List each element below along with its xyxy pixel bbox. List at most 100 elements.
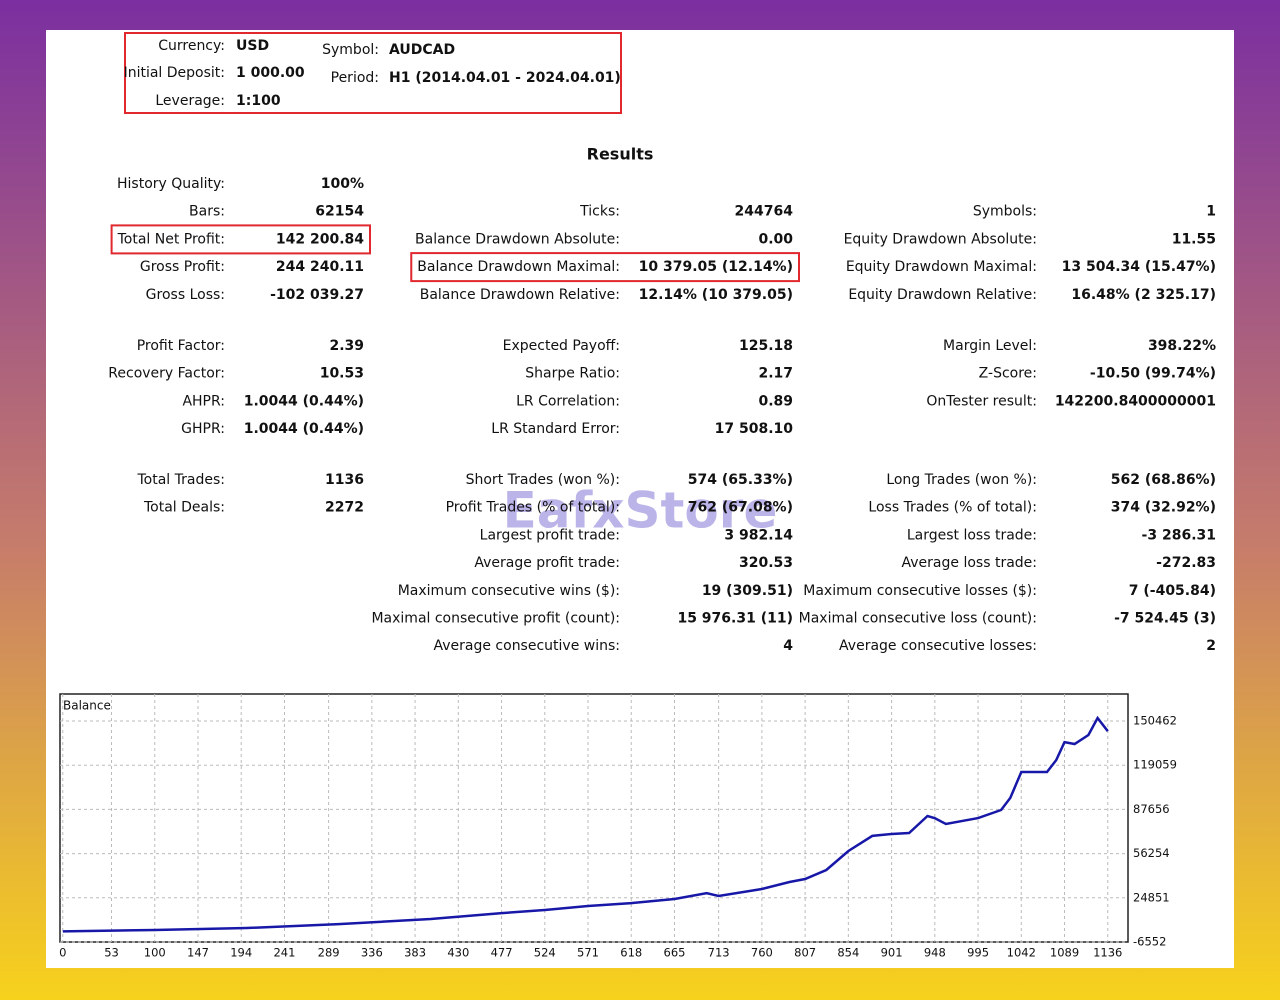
- header-value: 1 000.00: [236, 65, 305, 81]
- result-label: Loss Trades (% of total):: [868, 500, 1037, 516]
- result-value: 1.0044 (0.44%): [244, 421, 364, 437]
- result-label: Profit Trades (% of total):: [446, 500, 620, 516]
- result-label: Balance Drawdown Relative:: [420, 287, 620, 303]
- result-value: 62154: [315, 204, 364, 220]
- x-tick-label: 1136: [1093, 946, 1122, 960]
- header-value: 1:100: [236, 93, 281, 109]
- x-tick-label: 1089: [1050, 946, 1079, 960]
- result-value: 1136: [325, 472, 364, 488]
- result-value: 11.55: [1172, 231, 1216, 247]
- result-value: -7 524.45 (3): [1114, 611, 1216, 627]
- result-value: 100%: [321, 176, 364, 192]
- highlight-box: [410, 252, 800, 283]
- result-value: -10.50 (99.74%): [1090, 366, 1216, 382]
- y-tick-label: -6552: [1133, 935, 1166, 949]
- y-tick-label: 56254: [1133, 846, 1170, 860]
- result-value: 562 (68.86%): [1111, 472, 1216, 488]
- x-tick-label: 807: [794, 946, 816, 960]
- result-value: 0.00: [758, 231, 793, 247]
- result-value: 15 976.31 (11): [677, 611, 793, 627]
- result-label: Maximum consecutive wins ($):: [398, 583, 620, 599]
- result-label: Gross Loss:: [146, 287, 225, 303]
- x-tick-label: 713: [708, 946, 730, 960]
- result-label: LR Standard Error:: [491, 421, 620, 437]
- result-label: Total Net Profit:: [117, 231, 225, 247]
- plot-area: [59, 693, 1129, 943]
- x-tick-label: 194: [230, 946, 252, 960]
- result-value: 1.0044 (0.44%): [244, 393, 364, 409]
- result-value: 12.14% (10 379.05): [639, 287, 793, 303]
- x-tick-label: 53: [104, 946, 119, 960]
- result-value: 19 (309.51): [702, 583, 793, 599]
- result-label: Recovery Factor:: [108, 366, 225, 382]
- result-label: Sharpe Ratio:: [525, 366, 620, 382]
- result-label: Average consecutive wins:: [433, 638, 620, 654]
- result-label: Total Deals:: [143, 500, 225, 516]
- header-label: Initial Deposit:: [124, 65, 225, 81]
- watermark: EafxStore: [503, 482, 778, 540]
- x-tick-label: 477: [491, 946, 513, 960]
- x-tick-label: 289: [318, 946, 340, 960]
- result-value: 2272: [325, 500, 364, 516]
- result-label: OnTester result:: [926, 393, 1037, 409]
- result-label: AHPR:: [182, 393, 225, 409]
- header-value: USD: [236, 38, 269, 54]
- results-title: Results: [587, 145, 654, 164]
- result-label: Equity Drawdown Relative:: [848, 287, 1037, 303]
- result-label: Z-Score:: [979, 366, 1037, 382]
- x-tick-label: 948: [924, 946, 946, 960]
- result-value: 17 508.10: [715, 421, 794, 437]
- result-value: 320.53: [739, 555, 793, 571]
- result-label: Expected Payoff:: [503, 338, 620, 354]
- result-label: Largest loss trade:: [907, 527, 1037, 543]
- result-label: Average consecutive losses:: [839, 638, 1037, 654]
- header-box: [124, 32, 622, 114]
- x-tick-label: 147: [187, 946, 209, 960]
- x-tick-label: 995: [967, 946, 989, 960]
- x-tick-label: 901: [881, 946, 903, 960]
- result-value: 4: [783, 638, 793, 654]
- y-tick-label: 150462: [1133, 714, 1177, 728]
- result-value: 125.18: [739, 338, 793, 354]
- x-tick-label: 430: [447, 946, 469, 960]
- y-tick-label: 119059: [1133, 758, 1177, 772]
- y-tick-label: 24851: [1133, 890, 1170, 904]
- x-tick-label: 336: [361, 946, 383, 960]
- x-tick-label: 760: [751, 946, 773, 960]
- x-tick-label: 854: [837, 946, 859, 960]
- x-tick-label: 524: [534, 946, 556, 960]
- result-label: Profit Factor:: [137, 338, 225, 354]
- result-value: 0.89: [758, 393, 793, 409]
- result-value: 10 379.05 (12.14%): [639, 259, 793, 275]
- result-label: Largest profit trade:: [480, 527, 620, 543]
- x-tick-label: 241: [273, 946, 295, 960]
- result-label: GHPR:: [181, 421, 225, 437]
- x-tick-label: 571: [577, 946, 599, 960]
- result-label: Maximal consecutive profit (count):: [371, 611, 620, 627]
- result-label: Average loss trade:: [902, 555, 1037, 571]
- result-value: 398.22%: [1148, 338, 1216, 354]
- result-value: 244764: [735, 204, 794, 220]
- result-label: Margin Level:: [943, 338, 1037, 354]
- result-value: 7 (-405.84): [1129, 583, 1216, 599]
- header-value: H1 (2014.04.01 - 2024.04.01): [389, 70, 621, 86]
- result-label: Maximum consecutive losses ($):: [803, 583, 1037, 599]
- result-label: Balance Drawdown Maximal:: [417, 259, 620, 275]
- result-label: History Quality:: [117, 176, 225, 192]
- result-value: -272.83: [1156, 555, 1216, 571]
- result-label: Maximal consecutive loss (count):: [799, 611, 1037, 627]
- x-tick-label: 1042: [1007, 946, 1036, 960]
- result-value: 574 (65.33%): [688, 472, 793, 488]
- result-label: LR Correlation:: [516, 393, 620, 409]
- header-label: Leverage:: [155, 93, 225, 109]
- result-value: 13 504.34 (15.47%): [1062, 259, 1216, 275]
- result-value: -102 039.27: [270, 287, 364, 303]
- result-label: Equity Drawdown Maximal:: [846, 259, 1037, 275]
- x-tick-label: 383: [404, 946, 426, 960]
- x-tick-label: 100: [144, 946, 166, 960]
- x-tick-label: 618: [620, 946, 642, 960]
- result-value: 2.39: [329, 338, 364, 354]
- result-label: Total Trades:: [137, 472, 226, 488]
